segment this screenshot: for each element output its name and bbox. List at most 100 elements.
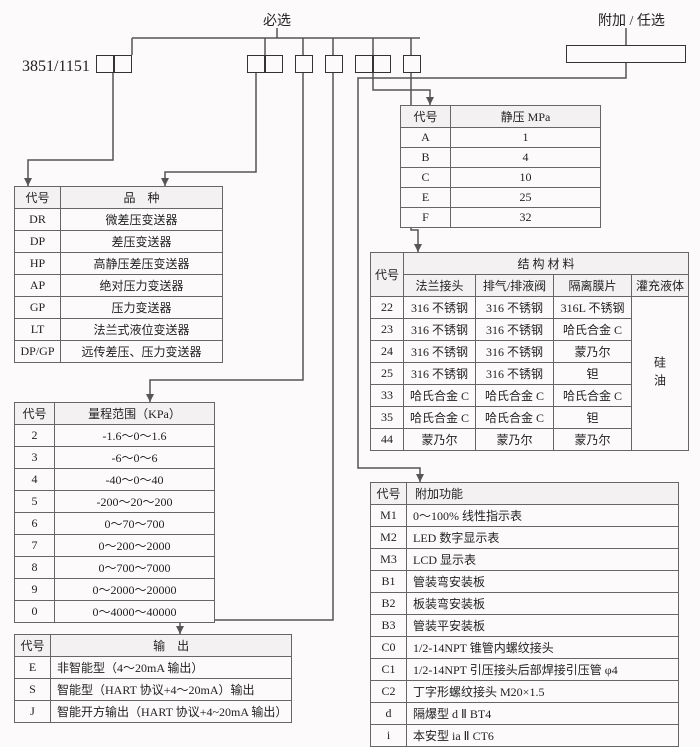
req-box-4a: [355, 55, 373, 73]
table-cell: LT: [15, 319, 61, 341]
struct-group-h: 结 构 材 料: [404, 253, 689, 275]
structure-table: 代号 结 构 材 料 法兰接头 排气/排液阀 隔离膜片 灌充液体 22316 不…: [370, 252, 689, 451]
type-h0: 代号: [15, 187, 61, 209]
table-cell: 7: [15, 535, 55, 557]
table-cell: 5: [15, 491, 55, 513]
table-cell: 微差压变送器: [61, 209, 223, 231]
table-cell: B: [401, 148, 451, 168]
model-box-2: [114, 55, 132, 73]
table-cell: 哈氏合金 C: [554, 385, 632, 407]
table-cell: 25: [371, 363, 404, 385]
table-cell: 隔爆型 d Ⅱ BT4: [407, 703, 679, 725]
table-cell: 22: [371, 297, 404, 319]
addon-h0: 代号: [371, 483, 407, 505]
table-cell: 蒙乃尔: [554, 429, 632, 451]
struct-sh1: 排气/排液阀: [476, 275, 554, 297]
table-cell: M3: [371, 549, 407, 571]
struct-sh3: 灌充液体: [632, 275, 689, 297]
table-cell: 钽: [554, 407, 632, 429]
table-cell: 0～200～2000: [55, 535, 215, 557]
addon-table: 代号 附加功能 M10～100% 线性指示表M2LED 数字显示表M3LCD 显…: [370, 482, 679, 747]
optional-label: 附加 / 任选: [598, 10, 665, 30]
table-cell: 钽: [554, 363, 632, 385]
table-cell: 哈氏合金 C: [404, 407, 476, 429]
table-cell: 智能型（HART 协议+4～20mA）输出: [51, 679, 292, 701]
table-cell: B1: [371, 571, 407, 593]
table-cell: 本安型 ia Ⅱ CT6: [407, 725, 679, 747]
req-box-1a: [247, 55, 265, 73]
table-cell: -40～0～40: [55, 469, 215, 491]
table-cell: 高静压差压变送器: [61, 253, 223, 275]
table-cell: DP/GP: [15, 341, 61, 363]
table-cell: 316 不锈钢: [476, 319, 554, 341]
table-cell: 0～100% 线性指示表: [407, 505, 679, 527]
table-cell: 6: [15, 513, 55, 535]
table-cell: E: [15, 657, 51, 679]
table-cell: 316 不锈钢: [476, 341, 554, 363]
table-cell: 哈氏合金 C: [404, 385, 476, 407]
sp-h0: 代号: [401, 106, 451, 128]
table-cell: 9: [15, 579, 55, 601]
range-h0: 代号: [15, 403, 55, 425]
table-cell: B2: [371, 593, 407, 615]
sp-h1: 静压 MPa: [451, 106, 601, 128]
table-cell: 316 不锈钢: [404, 297, 476, 319]
opt-box: [566, 45, 686, 63]
table-cell: 44: [371, 429, 404, 451]
table-cell: 10: [451, 168, 601, 188]
struct-code-h: 代号: [371, 253, 404, 297]
table-cell: i: [371, 725, 407, 747]
table-cell: 管装平安装板: [407, 615, 679, 637]
table-cell: 25: [451, 188, 601, 208]
table-cell: A: [401, 128, 451, 148]
table-cell: 35: [371, 407, 404, 429]
table-cell: 远传差压、压力变送器: [61, 341, 223, 363]
table-cell: C1: [371, 659, 407, 681]
model-label: 3851/1151: [22, 58, 90, 76]
table-cell: 1/2-14NPT 锥管内螺纹接头: [407, 637, 679, 659]
table-cell: 316L 不锈钢: [554, 297, 632, 319]
table-cell: 4: [451, 148, 601, 168]
table-cell: -200～20～200: [55, 491, 215, 513]
table-cell: d: [371, 703, 407, 725]
static-pressure-table: 代号 静压 MPa A1B4C10E25F32: [400, 105, 601, 228]
req-box-1b: [265, 55, 283, 73]
table-cell: S: [15, 679, 51, 701]
table-cell: 管装弯安装板: [407, 571, 679, 593]
output-h0: 代号: [15, 635, 51, 657]
table-cell: 24: [371, 341, 404, 363]
type-table: 代号 品 种 DR微差压变送器DP差压变送器HP高静压差压变送器AP绝对压力变送…: [14, 186, 223, 363]
table-cell: 差压变送器: [61, 231, 223, 253]
table-cell: 智能开方输出（HART 协议+4~20mA 输出）: [51, 701, 292, 723]
req-box-2: [295, 55, 313, 73]
table-cell: C2: [371, 681, 407, 703]
table-cell: F: [401, 208, 451, 228]
table-cell: 316 不锈钢: [404, 363, 476, 385]
table-cell: C0: [371, 637, 407, 659]
table-cell: 丁字形螺纹接头 M20×1.5: [407, 681, 679, 703]
table-cell: 2: [15, 425, 55, 447]
output-h1: 输 出: [51, 635, 292, 657]
table-cell: J: [15, 701, 51, 723]
table-cell: 32: [451, 208, 601, 228]
liquid-cell: 硅油: [632, 297, 689, 451]
table-cell: 哈氏合金 C: [476, 385, 554, 407]
table-cell: 23: [371, 319, 404, 341]
table-cell: 33: [371, 385, 404, 407]
table-cell: 316 不锈钢: [476, 363, 554, 385]
table-cell: 哈氏合金 C: [554, 319, 632, 341]
range-h1: 量程范围（KPa）: [55, 403, 215, 425]
table-cell: E: [401, 188, 451, 208]
table-cell: LCD 显示表: [407, 549, 679, 571]
struct-sh2: 隔离膜片: [554, 275, 632, 297]
req-box-4b: [373, 55, 391, 73]
required-label: 必选: [263, 10, 291, 30]
table-cell: GP: [15, 297, 61, 319]
table-cell: 哈氏合金 C: [476, 407, 554, 429]
table-cell: AP: [15, 275, 61, 297]
table-cell: 1/2-14NPT 引压接头后部焊接引压管 φ4: [407, 659, 679, 681]
table-cell: C: [401, 168, 451, 188]
req-box-3: [325, 55, 343, 73]
table-cell: 0～700～7000: [55, 557, 215, 579]
struct-sh0: 法兰接头: [404, 275, 476, 297]
